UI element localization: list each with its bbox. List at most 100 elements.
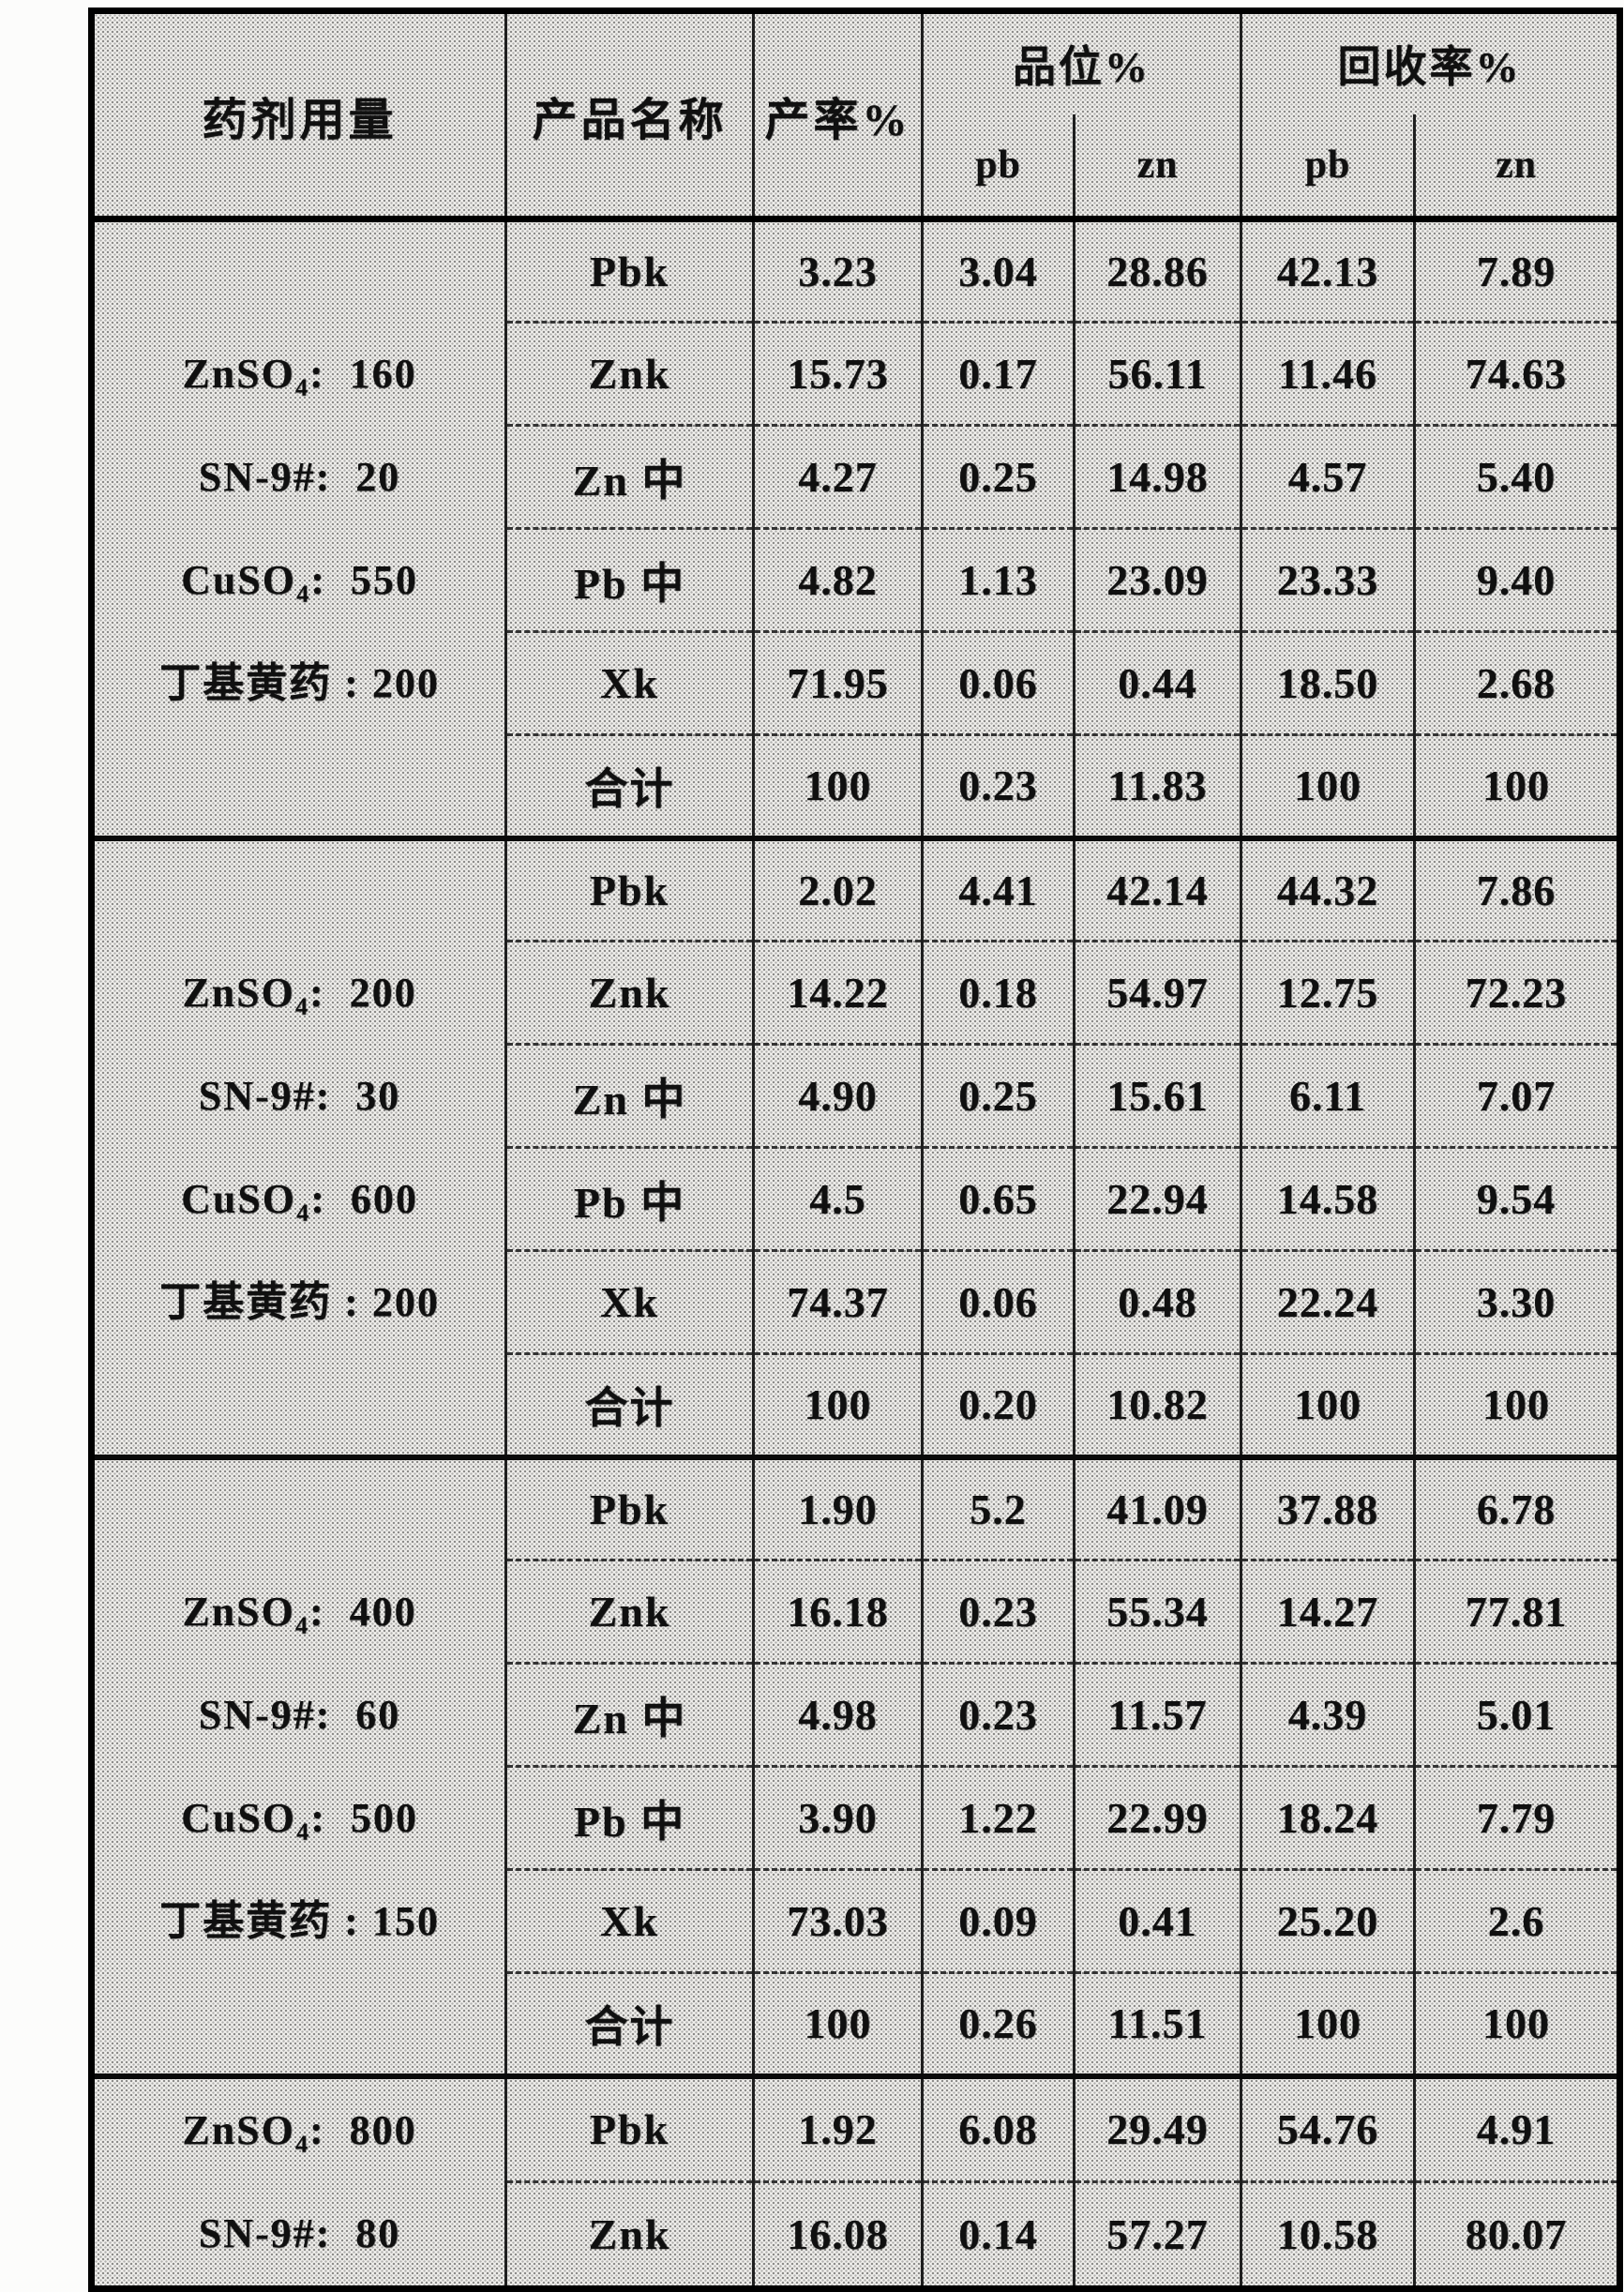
grade-pb-cell: 4.41 [923,838,1075,942]
recovery-zn-cell: 80.07 [1415,2182,1620,2288]
product-cell: Xk [506,1251,754,1354]
header-row-groups: 药剂用量 产品名称 产率% 品位% 回收率% [92,11,1620,114]
product-cell: Xk [506,632,754,735]
recovery-zn-cell: 4.91 [1415,2076,1620,2182]
yield-cell: 4.82 [754,529,923,632]
recovery-pb-cell: 37.88 [1241,1457,1415,1561]
yield-cell: 4.90 [754,1045,923,1148]
grade-zn-cell: 56.11 [1075,323,1241,426]
recovery-zn-cell: 6.78 [1415,1457,1620,1561]
grade-pb-cell: 0.06 [923,1251,1075,1354]
reagent-line: ZnSO₄: 400 [95,1561,504,1664]
grade-zn-cell: 15.61 [1075,1045,1241,1148]
yield-cell: 71.95 [754,632,923,735]
reagent-line: SN-9#: 20 [95,426,504,529]
reagent-line: ZnSO₄: 160 [95,323,504,426]
yield-cell: 4.27 [754,426,923,529]
reagent-line: SN-9#: 60 [95,1664,504,1767]
product-cell: Zn 中 [506,1664,754,1767]
product-cell: 合计 [506,735,754,838]
yield-cell: 2.02 [754,838,923,942]
grade-zn-cell: 54.97 [1075,942,1241,1045]
recovery-zn-cell: 5.40 [1415,426,1620,529]
grade-pb-cell: 0.14 [923,2182,1075,2288]
grade-pb-cell: 0.23 [923,735,1075,838]
yield-cell: 100 [754,1973,923,2076]
grade-pb-cell: 0.09 [923,1870,1075,1973]
recovery-pb-cell: 42.13 [1241,219,1415,323]
grade-pb-cell: 3.04 [923,219,1075,323]
recovery-pb-cell: 14.58 [1241,1148,1415,1251]
yield-cell: 74.37 [754,1251,923,1354]
grade-zn-cell: 23.09 [1075,529,1241,632]
product-cell: 合计 [506,1973,754,2076]
recovery-zn-cell: 100 [1415,1354,1620,1457]
recovery-zn-cell: 7.89 [1415,219,1620,323]
yield-cell: 1.92 [754,2076,923,2182]
product-cell: Zn 中 [506,426,754,529]
reagent-line: CuSO₄: 550 [95,529,504,632]
grade-zn-cell: 42.14 [1075,838,1241,942]
yield-cell: 3.90 [754,1767,923,1870]
yield-cell: 16.18 [754,1561,923,1664]
product-cell: Pb 中 [506,1148,754,1251]
recovery-pb-cell: 25.20 [1241,1870,1415,1973]
table-row: ZnSO₄: 800 SN-9#: 80 Pbk 1.92 6.08 29.49… [92,2076,1620,2182]
product-cell: Xk [506,1870,754,1973]
reagent-line: SN-9#: 30 [95,1045,504,1148]
header-recovery-pb: pb [1241,114,1415,219]
header-yield: 产率% [754,11,923,219]
reagent-cell: ZnSO₄: 160 SN-9#: 20 CuSO₄: 550 丁基黄药 : 2… [92,219,506,838]
reagent-line: ZnSO₄: 800 [95,2079,504,2182]
product-cell: Znk [506,1561,754,1664]
recovery-zn-cell: 3.30 [1415,1251,1620,1354]
recovery-pb-cell: 54.76 [1241,2076,1415,2182]
grade-pb-cell: 0.17 [923,323,1075,426]
recovery-pb-cell: 11.46 [1241,323,1415,426]
header-reagent-dosage: 药剂用量 [92,11,506,219]
recovery-zn-cell: 9.40 [1415,529,1620,632]
recovery-pb-cell: 18.50 [1241,632,1415,735]
recovery-pb-cell: 18.24 [1241,1767,1415,1870]
yield-cell: 4.5 [754,1148,923,1251]
recovery-zn-cell: 7.79 [1415,1767,1620,1870]
header-recovery-group: 回收率% [1241,11,1620,114]
grade-zn-cell: 41.09 [1075,1457,1241,1561]
recovery-zn-cell: 77.81 [1415,1561,1620,1664]
recovery-pb-cell: 100 [1241,1354,1415,1457]
recovery-zn-cell: 74.63 [1415,323,1620,426]
recovery-pb-cell: 22.24 [1241,1251,1415,1354]
yield-cell: 16.08 [754,2182,923,2288]
yield-cell: 100 [754,735,923,838]
recovery-pb-cell: 4.39 [1241,1664,1415,1767]
recovery-zn-cell: 7.86 [1415,838,1620,942]
recovery-zn-cell: 2.68 [1415,632,1620,735]
yield-cell: 15.73 [754,323,923,426]
recovery-zn-cell: 7.07 [1415,1045,1620,1148]
recovery-pb-cell: 6.11 [1241,1045,1415,1148]
recovery-zn-cell: 2.6 [1415,1870,1620,1973]
reagent-cell: ZnSO₄: 800 SN-9#: 80 [92,2076,506,2289]
product-cell: Zn 中 [506,1045,754,1148]
grade-zn-cell: 11.51 [1075,1973,1241,2076]
grade-zn-cell: 0.41 [1075,1870,1241,1973]
grade-zn-cell: 22.99 [1075,1767,1241,1870]
grade-pb-cell: 5.2 [923,1457,1075,1561]
grade-zn-cell: 14.98 [1075,426,1241,529]
product-cell: Pbk [506,1457,754,1561]
grade-zn-cell: 22.94 [1075,1148,1241,1251]
reagent-cell: ZnSO₄: 200 SN-9#: 30 CuSO₄: 600 丁基黄药 : 2… [92,838,506,1457]
recovery-zn-cell: 100 [1415,735,1620,838]
recovery-zn-cell: 72.23 [1415,942,1620,1045]
grade-pb-cell: 0.23 [923,1664,1075,1767]
product-cell: Pbk [506,2076,754,2182]
reagent-line: 丁基黄药 : 200 [95,1251,504,1354]
header-recovery-zn: zn [1415,114,1620,219]
recovery-pb-cell: 10.58 [1241,2182,1415,2288]
yield-cell: 4.98 [754,1664,923,1767]
product-cell: Pb 中 [506,1767,754,1870]
recovery-zn-cell: 5.01 [1415,1664,1620,1767]
product-cell: Znk [506,942,754,1045]
product-cell: Znk [506,2182,754,2288]
flotation-results-table: 药剂用量 产品名称 产率% 品位% 回收率% pb zn pb zn ZnSO₄… [88,8,1623,2292]
